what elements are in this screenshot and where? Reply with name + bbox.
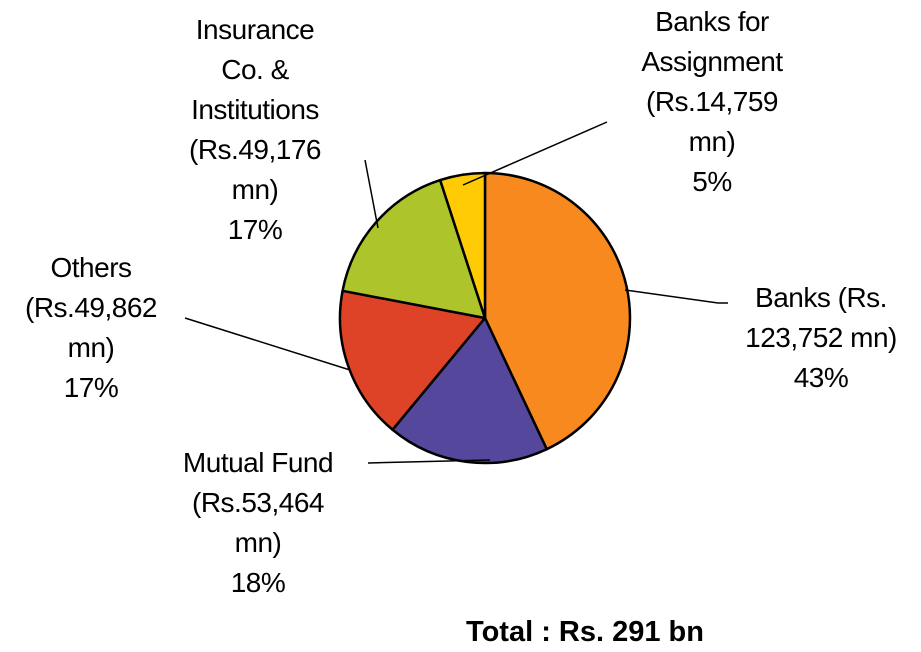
slice-label: Mutual Fund (Rs.53,464 mn) 18%: [175, 443, 341, 603]
value-label: 17%: [63, 372, 119, 403]
category-label: Insurance Co. & Institutions (Rs.49,176 …: [189, 14, 321, 205]
leader-line: [624, 289, 728, 304]
value-label: 43%: [793, 362, 849, 393]
leader-line: [364, 159, 379, 229]
category-label: Others (Rs.49,862 mn): [25, 252, 157, 363]
pie-slice: [338, 289, 487, 431]
value-label: 5%: [692, 166, 732, 197]
value-label: 18%: [230, 567, 286, 598]
slice-label: Insurance Co. & Institutions (Rs.49,176 …: [177, 10, 333, 250]
category-label: Banks (Rs. 123,752 mn): [745, 282, 897, 353]
category-label: Banks for Assignment (Rs.14,759 mn): [641, 6, 783, 157]
pie-slice: [438, 171, 487, 320]
category-label: Mutual Fund (Rs.53,464 mn): [182, 447, 334, 558]
pie-slice: [391, 316, 548, 465]
slice-label: Banks for Assignment (Rs.14,759 mn) 5%: [632, 2, 792, 202]
slice-label: Banks (Rs. 123,752 mn) 43%: [732, 278, 910, 398]
pie-slice: [483, 171, 632, 451]
leader-line: [367, 459, 491, 464]
slice-label: Others (Rs.49,862 mn) 17%: [8, 248, 174, 408]
leader-line: [462, 121, 608, 186]
value-label: 17%: [227, 214, 283, 245]
total-annotation: Total : Rs. 291 bn: [466, 616, 704, 648]
leader-line: [184, 317, 351, 371]
